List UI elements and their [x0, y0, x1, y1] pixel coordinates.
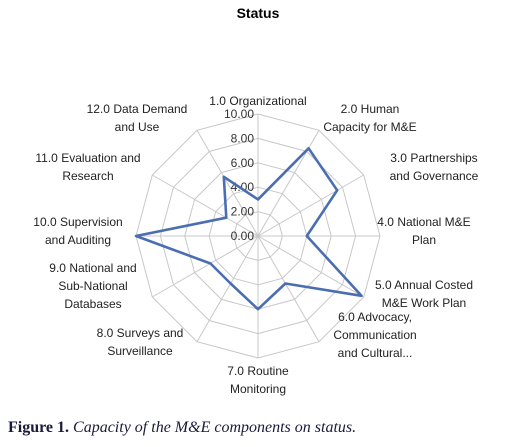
- category-label-line: and Auditing: [45, 233, 111, 247]
- chart-title: Status: [237, 5, 280, 21]
- category-label: 10.0 Supervision and Auditing: [33, 215, 122, 247]
- category-label-line: and Governance: [390, 169, 479, 183]
- grid-spoke: [196, 235, 259, 342]
- category-label-line: 11.0 Evaluation and: [35, 151, 140, 165]
- category-label: 12.0 Data Demand and Use: [87, 102, 188, 134]
- series-line: [134, 147, 363, 311]
- category-label-line: 9.0 National and: [49, 261, 136, 275]
- category-label: 2.0 Human Capacity for M&E: [323, 102, 416, 134]
- category-label-line: Communication: [333, 328, 416, 342]
- category-label-line: 4.0 National M&E: [377, 215, 470, 229]
- category-label: 9.0 National and Sub-National Databases: [49, 261, 136, 311]
- radar-grid: [135, 113, 381, 359]
- category-label-line: Plan: [412, 233, 436, 247]
- category-label: 1.0 Organizational: [209, 94, 306, 108]
- tick-label: 2.00: [231, 205, 255, 219]
- category-label-line: Surveillance: [107, 344, 173, 358]
- tick-label: 10.00: [224, 107, 254, 121]
- grid-spoke: [152, 235, 259, 298]
- category-label-line: 6.0 Advocacy,: [338, 310, 412, 324]
- category-label-line: Research: [62, 169, 113, 183]
- category-labels: 1.0 Organizational 2.0 Human Capacity for …: [33, 94, 478, 396]
- grid-spoke: [257, 235, 320, 342]
- grid-spoke: [196, 130, 259, 237]
- caption-label: Figure 1.: [8, 419, 70, 436]
- tick-label: 8.00: [231, 131, 255, 145]
- category-label-line: 8.0 Surveys and: [97, 326, 184, 340]
- category-label: 7.0 Routine Monitoring: [227, 364, 289, 396]
- category-label-line: 2.0 Human: [341, 102, 400, 116]
- category-label-line: 7.0 Routine: [227, 364, 289, 378]
- category-label-line: Monitoring: [230, 382, 286, 396]
- category-label-line: and Use: [115, 120, 160, 134]
- category-label-line: 10.0 Supervision: [33, 215, 122, 229]
- category-label-line: and Cultural...: [338, 346, 413, 360]
- category-label-line: 3.0 Partnerships: [390, 151, 477, 165]
- category-label: 8.0 Surveys and Surveillance: [97, 326, 184, 358]
- category-label: 11.0 Evaluation and Research: [35, 151, 140, 183]
- category-label-line: Sub-National: [58, 279, 127, 293]
- category-label-line: 1.0 Organizational: [209, 94, 306, 108]
- category-label-line: Capacity for M&E: [323, 120, 416, 134]
- series-group: [134, 147, 363, 311]
- category-label: 5.0 Annual Costed M&E Work Plan: [375, 278, 473, 310]
- category-label: 4.0 National M&E Plan: [377, 215, 470, 247]
- grid-spoke: [257, 174, 364, 237]
- tick-label: 0.00: [231, 229, 255, 243]
- category-label: 3.0 Partnerships and Governance: [390, 151, 479, 183]
- caption-text: Capacity of the M&E components on status…: [73, 419, 357, 436]
- category-label-line: 12.0 Data Demand: [87, 102, 188, 116]
- category-label-line: 5.0 Annual Costed: [375, 278, 473, 292]
- grid-spoke: [257, 235, 364, 298]
- category-label-line: Databases: [64, 297, 121, 311]
- figure-caption: Figure 1. Capacity of the M&E components…: [8, 419, 356, 437]
- grid-spoke: [152, 174, 259, 237]
- category-label-line: M&E Work Plan: [382, 296, 466, 310]
- category-label: 6.0 Advocacy, Communication and Cultural..…: [333, 310, 416, 360]
- tick-label: 6.00: [231, 156, 255, 170]
